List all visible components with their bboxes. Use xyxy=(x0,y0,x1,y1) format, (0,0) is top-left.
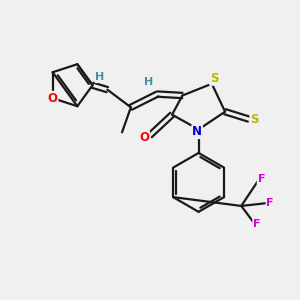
Text: N: N xyxy=(192,125,202,138)
Text: F: F xyxy=(257,174,265,184)
Text: F: F xyxy=(266,198,274,208)
Text: F: F xyxy=(253,219,261,229)
Text: O: O xyxy=(139,131,149,144)
Text: H: H xyxy=(144,77,153,87)
Text: S: S xyxy=(210,72,218,85)
Text: O: O xyxy=(48,92,58,105)
Text: H: H xyxy=(95,72,105,82)
Text: S: S xyxy=(250,112,259,126)
